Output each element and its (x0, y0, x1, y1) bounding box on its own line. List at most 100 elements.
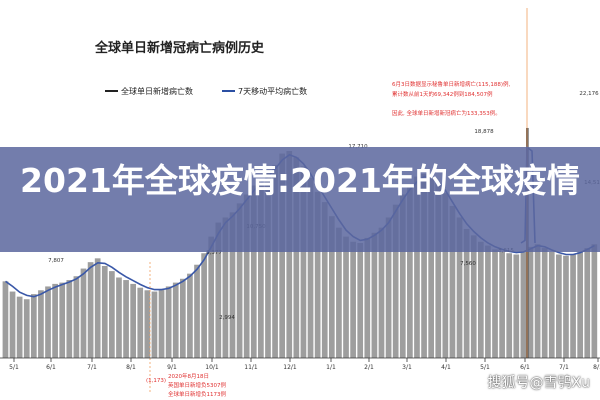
data-label: 7,560 (460, 261, 476, 267)
annotation-text: 英国单日新增负5307例 (168, 381, 226, 389)
daily-death-bar (520, 251, 527, 358)
x-tick-label: 8/1 (593, 364, 600, 371)
annotation-text: 累计数从前1天的69,342例到184,507例 (392, 90, 493, 98)
daily-death-bar (179, 278, 186, 358)
annotation-text: 2020年8月18日 (168, 372, 209, 380)
daily-death-bar (187, 273, 193, 358)
daily-death-bar (137, 287, 144, 358)
daily-death-bar (201, 253, 207, 358)
daily-death-bar (492, 249, 498, 358)
daily-death-bar (52, 283, 58, 358)
daily-death-bar (23, 299, 30, 358)
daily-death-bar (293, 157, 300, 358)
daily-death-bar (392, 204, 399, 358)
daily-death-bar (527, 246, 534, 358)
annotation-text: 因此, 全球单日新增新冠病亡为133,353例。 (392, 109, 501, 117)
daily-death-bar (229, 212, 236, 358)
daily-death-bar (116, 277, 122, 358)
x-tick-label: 6/1 (520, 364, 530, 371)
annotations: 6月3日数据显示秘鲁单日新增病亡(115,188)例, 累计数从前1天的69,34… (146, 80, 511, 398)
daily-death-bar (30, 294, 37, 358)
daily-death-bar (87, 262, 94, 358)
legend-label-ma: 7天移动平均病亡数 (238, 86, 307, 96)
daily-death-bar (101, 266, 108, 358)
daily-death-bar (449, 205, 456, 358)
daily-death-bar (435, 182, 442, 358)
legend-label-daily: 全球单日新增病亡数 (121, 86, 193, 96)
data-label: 18,878 (474, 129, 494, 135)
data-label: 2,994 (219, 315, 235, 321)
daily-death-bar (378, 227, 385, 358)
daily-death-bar (414, 176, 420, 358)
x-tick-label: 2/1 (364, 364, 374, 371)
daily-death-bar (456, 217, 463, 358)
daily-death-bar (485, 245, 491, 358)
x-tick-label: 8/1 (126, 364, 136, 371)
daily-death-bar (307, 177, 314, 358)
daily-death-bar (300, 166, 307, 358)
data-label: 8,377 (206, 250, 222, 256)
daily-death-bar (59, 282, 66, 358)
daily-death-bar (442, 193, 449, 358)
daily-death-bar (9, 291, 16, 358)
daily-death-bar (428, 177, 435, 358)
daily-death-bar (336, 227, 342, 358)
data-label: 22,176 (579, 91, 599, 97)
watermark: 搜狐号@雪鸮Xu (487, 375, 590, 391)
annotation-text: 全球单日新增负1173例 (168, 390, 226, 398)
daily-death-bar (584, 248, 591, 358)
daily-death-bar (364, 237, 371, 358)
daily-death-bar (463, 228, 470, 358)
daily-death-bar (222, 217, 229, 358)
daily-death-bar (506, 253, 513, 358)
bar-series (2, 151, 598, 358)
x-tick-label: 12/1 (283, 364, 297, 371)
daily-death-bar (591, 244, 598, 358)
daily-death-bar (208, 236, 215, 358)
x-tick-label: 11/1 (244, 364, 258, 371)
daily-death-bar (286, 151, 293, 358)
annotation-text: (1,173) (146, 378, 166, 384)
x-tick-label: 4/1 (441, 364, 451, 371)
x-tick-label: 7/1 (559, 364, 569, 371)
daily-death-bar (371, 232, 378, 358)
daily-death-bar (236, 203, 243, 358)
x-tick-label: 3/1 (402, 364, 412, 371)
daily-death-bar (250, 185, 257, 358)
daily-death-bar (350, 241, 356, 358)
daily-death-bar (66, 280, 73, 358)
daily-death-bar (194, 264, 200, 358)
daily-death-bar (73, 276, 80, 358)
daily-death-bar (563, 255, 569, 358)
x-tick-label: 10/1 (205, 364, 219, 371)
daily-death-bar (38, 290, 44, 358)
chart-title: 全球单日新增冠病亡病例历史 (94, 40, 265, 56)
daily-death-bar (577, 251, 584, 358)
daily-death-bar (534, 244, 541, 358)
daily-death-bar (556, 254, 562, 358)
daily-death-bar (94, 258, 101, 358)
chart-legend: 全球单日新增病亡数 7天移动平均病亡数 (105, 86, 307, 96)
daily-death-bar (343, 236, 349, 358)
daily-death-bar (321, 202, 328, 358)
daily-death-bar (385, 217, 392, 358)
daily-death-bar (314, 191, 321, 358)
daily-death-bar (144, 290, 151, 358)
daily-death-bar (328, 216, 335, 358)
daily-death-bar (570, 254, 576, 358)
banner-title: 2021年全球疫情:2021年的全球疫情 (20, 161, 580, 200)
daily-death-bar (407, 184, 413, 358)
x-tick-label: 5/1 (480, 364, 490, 371)
daily-death-bar (258, 180, 264, 358)
daily-death-bar (499, 251, 505, 358)
annotation-text: 6月3日数据显示秘鲁单日新增病亡(115,188)例, (392, 80, 511, 88)
daily-death-bar (16, 296, 23, 358)
daily-death-bar (541, 248, 548, 358)
daily-death-bar (2, 281, 9, 358)
x-tick-label: 1/1 (326, 364, 336, 371)
daily-death-bar (45, 286, 51, 358)
daily-death-bar (215, 222, 222, 358)
data-label: 7,807 (48, 258, 64, 264)
daily-death-bar (109, 271, 115, 358)
